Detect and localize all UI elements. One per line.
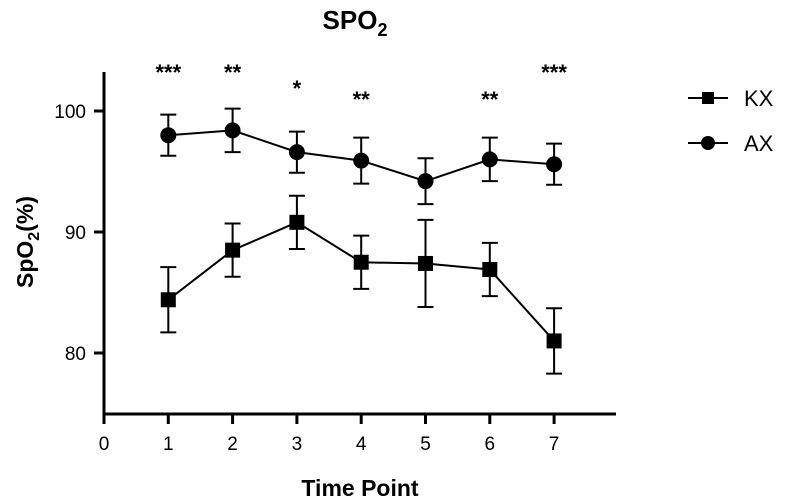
x-tick-label-5: 5	[420, 434, 431, 455]
significance-mark-6: **	[481, 87, 499, 112]
x-tick-label-2: 2	[227, 434, 238, 455]
y-axis-ticks: 80 90 100	[54, 102, 104, 365]
series-kx-point-6	[482, 262, 498, 278]
series-ax-point-6	[481, 151, 498, 168]
x-tick-label-0: 0	[99, 434, 110, 455]
x-tick-label-3: 3	[292, 434, 303, 455]
chart-title: SPO2	[323, 5, 388, 40]
series-ax-point-4	[353, 152, 370, 169]
legend-kx-marker	[702, 92, 714, 104]
x-tick-label-1: 1	[163, 434, 174, 455]
significance-marks: *** *** ** *****	[155, 60, 567, 112]
legend-kx-label: KX	[744, 86, 774, 111]
legend-item-ax: AX	[688, 131, 774, 156]
series-kx-point-1	[160, 292, 176, 308]
y-tick-label-90: 90	[65, 223, 86, 244]
y-axis-title: SpO2(%)	[12, 196, 43, 288]
plot-area	[160, 107, 563, 375]
x-axis-title: Time Point	[301, 475, 418, 500]
legend-item-kx: KX	[688, 86, 774, 111]
x-tick-label-4: 4	[356, 434, 367, 455]
series-kx-point-7	[546, 333, 562, 349]
series-ax-point-7	[546, 156, 563, 173]
significance-mark-7: ***	[541, 60, 567, 85]
significance-mark-1: ***	[155, 60, 181, 85]
series-ax-point-2	[224, 122, 241, 139]
series-kx-point-3	[289, 214, 305, 230]
series-ax-point-5	[417, 173, 434, 190]
significance-mark-4: **	[353, 87, 371, 112]
x-axis-ticks: 0 1 2 3 4 5 6 7	[99, 414, 560, 455]
series-ax-point-1	[160, 127, 177, 144]
series-kx-point-5	[418, 255, 433, 271]
series-ax	[160, 107, 563, 206]
series-kx-point-4	[353, 254, 369, 270]
x-tick-label-7: 7	[549, 434, 560, 455]
y-tick-label-80: 80	[65, 344, 86, 365]
series-kx-point-2	[225, 242, 241, 258]
significance-mark-2: **	[224, 60, 242, 85]
series-ax-point-3	[288, 144, 305, 161]
legend-ax-marker	[701, 136, 715, 150]
legend-ax-label: AX	[744, 131, 774, 156]
significance-mark-3: *	[293, 76, 302, 101]
series-kx	[160, 194, 563, 375]
x-tick-label-6: 6	[485, 434, 496, 455]
legend: KX AX	[688, 86, 774, 156]
y-tick-label-100: 100	[54, 102, 86, 123]
